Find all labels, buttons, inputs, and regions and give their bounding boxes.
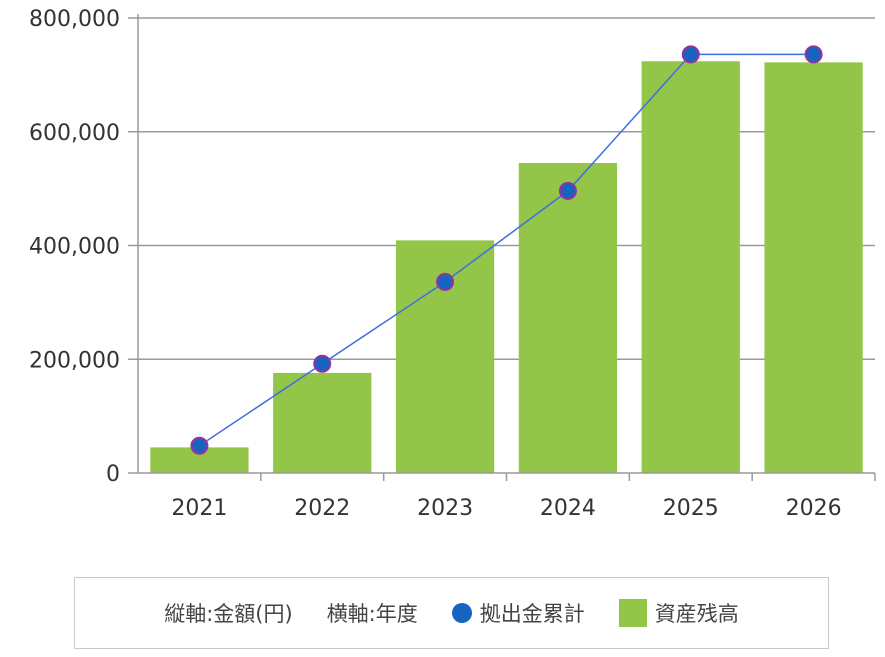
bar [764, 62, 863, 474]
legend-vertical-axis: 縦軸:金額(円) [164, 602, 293, 626]
line-series [190, 45, 823, 455]
y-tick-label: 200,000 [29, 348, 120, 373]
bar [641, 61, 740, 473]
legend: 縦軸:金額(円) 横軸:年度 拠出金累計 資産残高 [74, 577, 829, 649]
bar [518, 163, 618, 473]
y-tick-label: 600,000 [29, 121, 120, 146]
x-tick-label: 2024 [540, 496, 596, 521]
axes [137, 14, 876, 481]
x-tick-label: 2022 [294, 496, 350, 521]
x-tick-labels: 2021 2022 2023 2024 2025 2026 [171, 496, 841, 521]
legend-line-series: 拠出金累計 [451, 598, 585, 628]
line-point [436, 272, 455, 291]
bar [273, 372, 372, 473]
legend-bar-series-label: 資産残高 [654, 602, 739, 626]
x-tick-label: 2025 [663, 496, 719, 521]
y-tick-labels: 0 200,000 400,000 600,000 800,000 [29, 7, 120, 487]
x-tick-label: 2023 [417, 496, 473, 521]
line-point [558, 181, 577, 200]
legend-box-icon [618, 599, 647, 627]
x-tick-label: 2026 [786, 496, 842, 521]
y-tick-label: 0 [106, 462, 120, 487]
legend-line-series-label: 拠出金累計 [479, 602, 585, 626]
legend-bar-series: 資産残高 [618, 598, 739, 628]
line-point [804, 45, 823, 64]
line-point [681, 45, 700, 64]
x-tick-label: 2021 [171, 496, 227, 521]
line-point [190, 436, 209, 455]
legend-dot-icon [451, 603, 472, 623]
y-tick-label: 800,000 [29, 7, 120, 32]
gridlines [128, 17, 875, 474]
series-line [199, 53, 814, 447]
bar-series [150, 61, 863, 474]
line-point [313, 354, 332, 373]
y-tick-label: 400,000 [29, 235, 120, 260]
legend-horizontal-axis: 横軸:年度 [326, 602, 418, 626]
